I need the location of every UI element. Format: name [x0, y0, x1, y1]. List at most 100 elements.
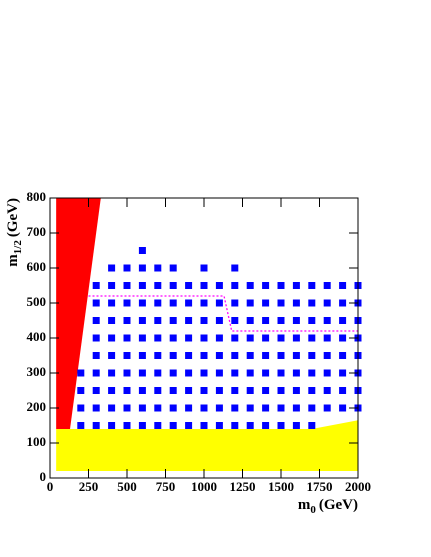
point [123, 299, 131, 307]
point [308, 317, 316, 324]
x-tick-label: 500 [117, 479, 137, 494]
point [292, 317, 300, 324]
point [200, 352, 208, 359]
x-axis-label: m0 (GeV) [298, 497, 358, 515]
point [200, 264, 208, 272]
point [123, 317, 131, 324]
point [92, 352, 100, 359]
point [154, 334, 162, 342]
point [308, 299, 316, 307]
point [92, 387, 100, 394]
point [138, 422, 146, 429]
x-label-sub: 0 [310, 504, 316, 516]
point [339, 282, 347, 289]
point [92, 369, 100, 377]
point [169, 422, 177, 429]
point [154, 387, 162, 394]
point [138, 369, 146, 377]
point [169, 317, 177, 324]
point [292, 404, 300, 412]
point [108, 404, 116, 412]
y-label-unit: (GeV) [5, 198, 21, 237]
x-tick-label: 1250 [230, 479, 256, 494]
x-tick-label: 0 [47, 479, 54, 494]
point [169, 282, 177, 289]
point [138, 334, 146, 342]
point [92, 317, 100, 324]
point [323, 317, 331, 324]
point [154, 352, 162, 359]
point [169, 404, 177, 412]
point [292, 369, 300, 377]
point [138, 247, 146, 254]
point [292, 387, 300, 394]
point [169, 334, 177, 342]
point [185, 317, 193, 324]
point [323, 404, 331, 412]
point [185, 334, 193, 342]
point [215, 299, 223, 307]
y-tick-label: 500 [27, 294, 47, 309]
point [185, 422, 193, 429]
x-tick-label: 2000 [345, 479, 371, 494]
point [231, 422, 239, 429]
point [138, 264, 146, 272]
point [292, 282, 300, 289]
point [262, 387, 270, 394]
point [123, 282, 131, 289]
point [200, 317, 208, 324]
point [215, 404, 223, 412]
y-tick-label: 800 [27, 189, 47, 204]
point [154, 369, 162, 377]
point [262, 317, 270, 324]
point [108, 264, 116, 272]
point [246, 422, 254, 429]
point [246, 352, 254, 359]
point [292, 334, 300, 342]
y-axis-label: m1/2 (GeV) [5, 198, 23, 267]
point [185, 404, 193, 412]
point [308, 404, 316, 412]
point [308, 282, 316, 289]
point [77, 422, 85, 429]
point [92, 299, 100, 307]
point [246, 317, 254, 324]
point [154, 422, 162, 429]
x-tick-label: 250 [79, 479, 99, 494]
y-label-sub: 1/2 [12, 240, 24, 255]
point [339, 299, 347, 307]
point [308, 387, 316, 394]
point [185, 369, 193, 377]
y-tick-label: 600 [27, 259, 47, 274]
point [277, 352, 285, 359]
point [200, 422, 208, 429]
point [200, 369, 208, 377]
point [169, 387, 177, 394]
point [108, 352, 116, 359]
point [215, 352, 223, 359]
x-label-unit: (GeV) [319, 497, 358, 513]
point [262, 334, 270, 342]
point [231, 334, 239, 342]
y-tick-label: 400 [27, 329, 47, 344]
point [92, 404, 100, 412]
point [185, 352, 193, 359]
point [108, 387, 116, 394]
point [123, 264, 131, 272]
point [323, 352, 331, 359]
point [323, 299, 331, 307]
point [169, 369, 177, 377]
point [231, 299, 239, 307]
x-tick-label: 1000 [191, 479, 217, 494]
point [277, 299, 285, 307]
point [323, 334, 331, 342]
point [185, 387, 193, 394]
point [138, 352, 146, 359]
point [262, 299, 270, 307]
point [123, 422, 131, 429]
point [215, 282, 223, 289]
point [77, 369, 85, 377]
x-tick-label: 1750 [307, 479, 333, 494]
point [200, 387, 208, 394]
point [246, 404, 254, 412]
